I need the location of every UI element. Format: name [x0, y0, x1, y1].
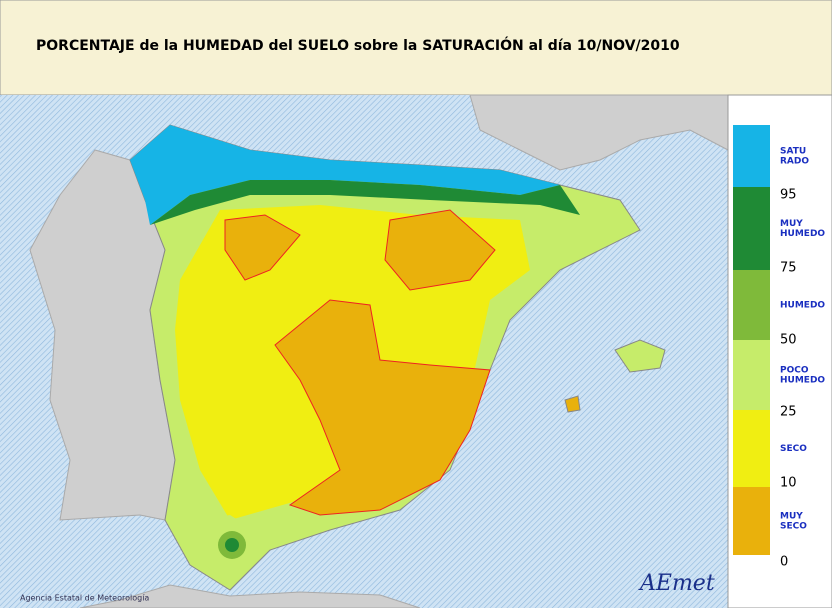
- legend-label: POCO: [780, 366, 809, 376]
- legend-label: HUMEDO: [780, 229, 825, 239]
- legend-swatch: [733, 487, 770, 555]
- legend-swatch: [733, 125, 770, 187]
- legend-label: SATU: [780, 147, 806, 157]
- legend-threshold: 50: [780, 333, 797, 348]
- legend-swatch: [733, 187, 770, 270]
- legend-threshold: 10: [780, 476, 797, 491]
- legend-label: SECO: [780, 522, 807, 532]
- legend-label: RADO: [780, 157, 809, 167]
- title: PORCENTAJE de la HUMEDAD del SUELO sobre…: [36, 36, 680, 54]
- legend-threshold: 95: [780, 188, 797, 203]
- legend-label: HUMEDO: [780, 301, 825, 311]
- legend-threshold: 75: [780, 261, 797, 276]
- legend-threshold: 25: [780, 405, 797, 420]
- very-wet-zone: [225, 538, 239, 552]
- agency-credit: Agencia Estatal de Meteorología: [20, 594, 149, 603]
- legend-threshold: 0: [780, 555, 788, 570]
- legend-label: HUMEDO: [780, 376, 825, 386]
- logo: AEmet: [638, 571, 715, 596]
- legend-swatch: [733, 340, 770, 410]
- legend-label: SECO: [780, 444, 807, 454]
- legend-swatch: [733, 270, 770, 340]
- map-page: PORCENTAJE de la HUMEDAD del SUELO sobre…: [0, 0, 832, 608]
- legend-swatch: [733, 410, 770, 487]
- legend-label: MUY: [780, 219, 803, 229]
- legend-label: MUY: [780, 512, 803, 522]
